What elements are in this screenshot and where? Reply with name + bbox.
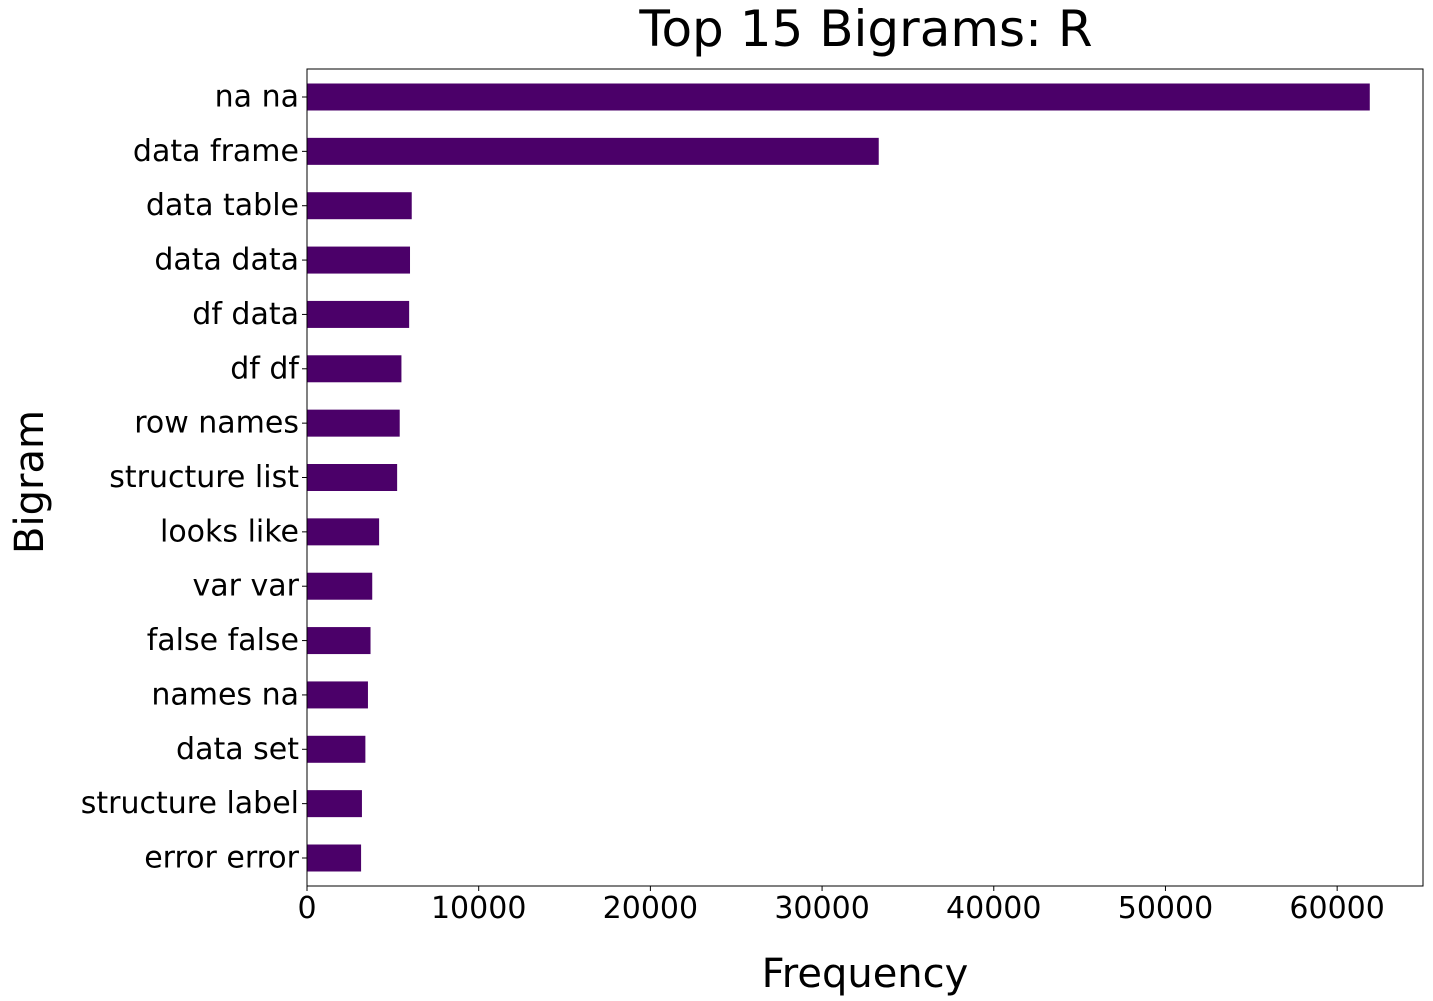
y-tick-label: df df bbox=[230, 351, 300, 386]
bar bbox=[307, 572, 373, 600]
bar bbox=[307, 844, 362, 872]
y-tick-label: df data bbox=[192, 297, 299, 332]
y-axis-title: Bigram bbox=[7, 410, 53, 554]
bar bbox=[307, 246, 411, 274]
y-tick-label: data data bbox=[154, 243, 299, 278]
x-axis-ticks: 0 10000 20000 30000 40000 50000 60000 bbox=[297, 886, 1385, 926]
y-tick-label: data frame bbox=[133, 134, 299, 169]
x-tick-label: 50000 bbox=[1118, 891, 1213, 926]
x-tick-label: 0 bbox=[297, 891, 316, 926]
x-tick-label: 20000 bbox=[603, 891, 698, 926]
y-tick-label: looks like bbox=[160, 514, 299, 549]
bar bbox=[307, 409, 400, 437]
x-tick-label: 10000 bbox=[431, 891, 526, 926]
bar bbox=[307, 627, 371, 655]
y-tick-label: data table bbox=[146, 188, 299, 223]
plot-frame bbox=[306, 68, 1424, 887]
y-tick-label: na na bbox=[215, 80, 299, 115]
y-tick-label: structure list bbox=[109, 460, 299, 495]
x-tick-label: 40000 bbox=[946, 891, 1041, 926]
x-tick-label: 60000 bbox=[1289, 891, 1384, 926]
y-tick-label: false false bbox=[147, 623, 299, 658]
x-axis-title: Frequency bbox=[762, 951, 969, 997]
y-tick-label: names na bbox=[151, 677, 299, 712]
x-tick-label: 30000 bbox=[774, 891, 869, 926]
bars-layer bbox=[307, 83, 1370, 872]
bar bbox=[307, 355, 402, 383]
bar bbox=[307, 518, 380, 546]
bar bbox=[307, 137, 879, 165]
y-tick-label: error error bbox=[144, 841, 299, 876]
bar bbox=[307, 681, 368, 709]
chart-title: Top 15 Bigrams: R bbox=[638, 0, 1092, 58]
y-tick-label: var var bbox=[193, 569, 300, 604]
bar bbox=[307, 735, 366, 763]
bar bbox=[307, 83, 1370, 111]
y-axis-ticks: na na data frame data table data data df dat… bbox=[81, 80, 307, 876]
y-tick-label: data set bbox=[176, 732, 299, 767]
bar bbox=[307, 790, 362, 818]
y-tick-label: row names bbox=[134, 406, 299, 441]
bar bbox=[307, 192, 412, 220]
bar bbox=[307, 464, 398, 491]
bar bbox=[307, 300, 410, 328]
y-tick-label: structure label bbox=[81, 786, 299, 821]
